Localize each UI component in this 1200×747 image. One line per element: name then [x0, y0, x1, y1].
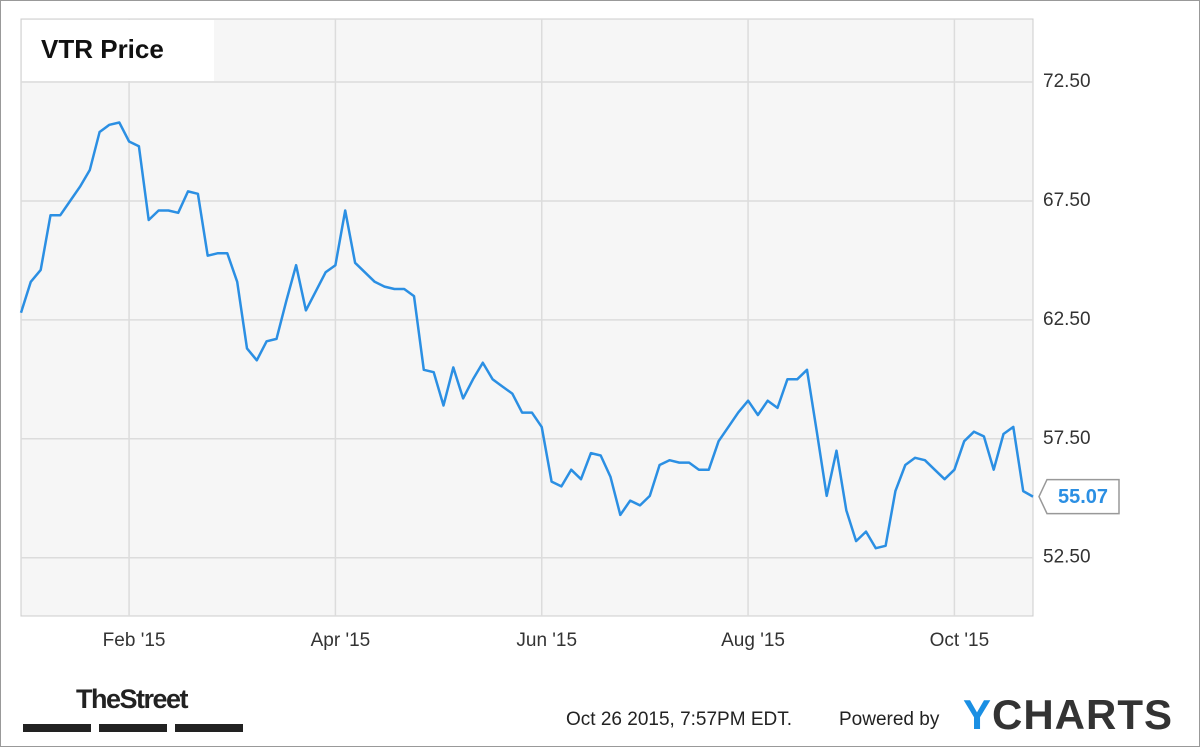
last-value-label: 55.07 — [1058, 486, 1108, 508]
x-tick-label: Aug '15 — [721, 630, 785, 651]
brand-logo: YCHARTS — [963, 691, 1174, 738]
x-tick-label: Jun '15 — [516, 630, 577, 651]
logo-bar — [99, 724, 167, 732]
price-line — [19, 121, 1034, 550]
last-value-box — [1038, 478, 1120, 515]
y-tick-label: 57.50 — [1043, 428, 1091, 449]
powered-by: Powered by — [839, 709, 940, 730]
plot-area — [20, 18, 1034, 617]
y-tick-label: 67.50 — [1043, 190, 1091, 211]
x-tick-label: Oct '15 — [930, 630, 990, 651]
x-tick-label: Apr '15 — [311, 630, 371, 651]
grid — [21, 19, 1033, 616]
title-box — [22, 20, 214, 81]
logo-bar — [175, 724, 243, 732]
y-tick-label: 72.50 — [1043, 71, 1091, 92]
chart-title: VTR Price — [41, 34, 164, 64]
publisher-logo: TheStreet — [76, 684, 189, 714]
x-tick-label: Feb '15 — [103, 630, 166, 651]
y-tick-label: 62.50 — [1043, 309, 1091, 330]
logo-bar — [23, 724, 91, 732]
y-tick-label: 52.50 — [1043, 547, 1091, 568]
timestamp: Oct 26 2015, 7:57PM EDT. — [566, 709, 792, 730]
